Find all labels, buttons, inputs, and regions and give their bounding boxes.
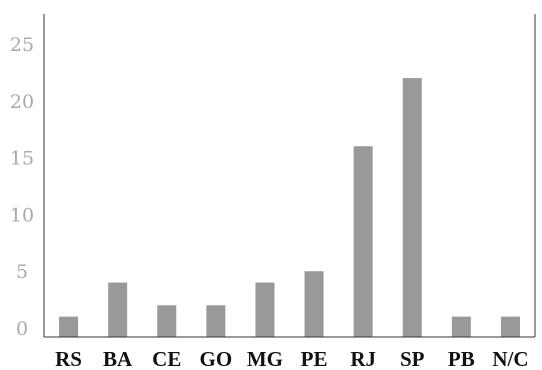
x-tick-label: BA [103, 347, 133, 370]
bar-pe [304, 271, 324, 337]
x-tick-label: GO [200, 347, 233, 370]
x-tick-label: PB [448, 347, 475, 370]
y-tick-label: 20 [10, 91, 34, 113]
bar-mg [255, 282, 275, 337]
bar-rj [353, 146, 373, 337]
bar-ba [108, 282, 128, 337]
y-tick-label: 5 [16, 261, 28, 283]
bar-pb [451, 316, 471, 337]
x-tick-label: MG [247, 347, 283, 370]
bar-go [206, 305, 226, 337]
y-tick-label: 25 [10, 34, 34, 56]
bar-ce [157, 305, 177, 337]
x-tick-label: PE [301, 347, 328, 370]
bars [59, 78, 520, 337]
x-tick-label: RJ [350, 347, 376, 370]
x-tick-label: RS [55, 347, 82, 370]
x-axis-ticks: RS BA CE GO MG PE RJ SP PB N/C [55, 347, 528, 370]
bar-rs [59, 316, 79, 337]
y-tick-label: 0 [16, 318, 28, 340]
x-tick-label: CE [152, 347, 181, 370]
axes [43, 14, 536, 338]
y-tick-label: 10 [10, 204, 34, 226]
y-tick-label: 15 [10, 148, 34, 170]
x-tick-label: SP [400, 347, 425, 370]
x-tick-label: N/C [492, 347, 528, 370]
bar-nc [500, 316, 520, 337]
y-axis-ticks: 0 5 10 15 20 25 [10, 34, 34, 340]
bar-sp [402, 78, 422, 337]
